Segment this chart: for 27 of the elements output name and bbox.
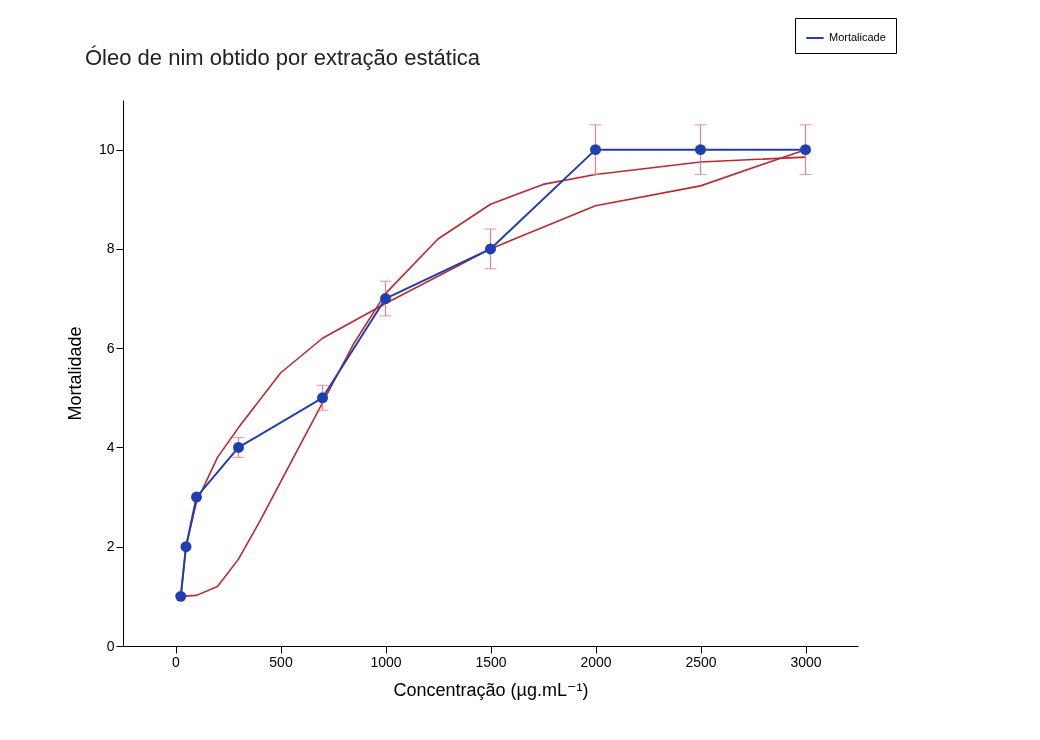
point <box>590 144 601 156</box>
point <box>485 243 496 255</box>
point <box>180 541 192 553</box>
x-tick-label: 1500 <box>475 653 507 670</box>
y-tick-label: 4 <box>106 438 115 455</box>
x-tick-label: 500 <box>269 653 293 670</box>
y-axis-title: Mortalidade <box>64 326 85 421</box>
x-tick-label: 0 <box>172 653 181 670</box>
x-axis-title: Concentração (µg.mL⁻¹) <box>393 679 589 700</box>
point <box>317 392 328 404</box>
x-tick-label: 2000 <box>580 653 612 670</box>
point <box>175 590 187 602</box>
x-tick-label: 2500 <box>685 653 717 670</box>
x-tick-label: 3000 <box>790 653 822 670</box>
y-tick-label: 0 <box>106 637 115 654</box>
point <box>695 144 706 156</box>
y-tick-label: 6 <box>106 339 115 356</box>
y-tick-label: 2 <box>106 538 115 555</box>
chart-title: Óleo de nim obtido por extração estática <box>85 44 481 70</box>
point <box>800 144 811 156</box>
y-tick-label: 10 <box>98 141 115 158</box>
y-tick-label: 8 <box>106 240 115 257</box>
point <box>233 441 244 453</box>
point <box>380 293 391 305</box>
point <box>191 491 202 503</box>
legend-label: Mortalicade <box>829 31 886 43</box>
x-tick-label: 1000 <box>370 653 402 670</box>
